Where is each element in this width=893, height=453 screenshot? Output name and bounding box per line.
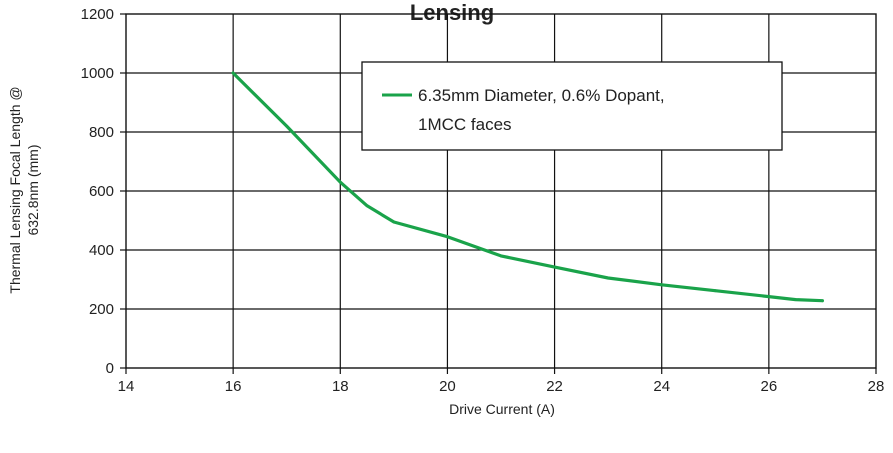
- y-tick-label: 600: [89, 183, 114, 200]
- y-axis-title-line-2: 632.8nm (mm): [25, 144, 41, 235]
- data-point: [231, 71, 235, 75]
- y-tick-label: 1200: [81, 6, 114, 23]
- data-point: [365, 204, 369, 208]
- x-axis-ticks: 14 16 18 20 22 24 26 28: [118, 368, 885, 395]
- y-tick-label: 0: [106, 360, 114, 377]
- data-point: [285, 124, 289, 128]
- x-tick-label: 22: [546, 378, 563, 395]
- y-tick-label: 800: [89, 124, 114, 141]
- data-point: [767, 295, 771, 299]
- series-line: [231, 71, 825, 303]
- data-point: [794, 298, 798, 301]
- legend-label-line-1: 6.35mm Diameter, 0.6% Dopant,: [418, 86, 665, 105]
- x-axis-title: Drive Current (A): [449, 401, 555, 417]
- data-point: [338, 180, 342, 184]
- data-point: [446, 235, 449, 239]
- x-tick-label: 24: [653, 378, 670, 395]
- data-point: [499, 254, 503, 258]
- y-tick-label: 1000: [81, 65, 114, 82]
- data-point: [606, 276, 610, 280]
- x-tick-label: 26: [761, 378, 778, 395]
- y-axis-ticks: 0 200 400 600 800 1000 1200: [81, 6, 126, 377]
- x-tick-label: 16: [225, 378, 242, 395]
- x-tick-label: 20: [439, 378, 456, 395]
- legend: 6.35mm Diameter, 0.6% Dopant, 1MCC faces: [361, 61, 783, 151]
- data-point: [392, 220, 396, 224]
- data-point: [713, 289, 717, 293]
- data-point: [553, 265, 556, 269]
- x-tick-label: 14: [118, 378, 135, 395]
- y-axis-title: Thermal Lensing Focal Length @ 632.8nm (…: [7, 86, 41, 293]
- y-tick-label: 200: [89, 301, 114, 318]
- series: [231, 71, 825, 303]
- x-tick-label: 28: [868, 378, 885, 395]
- legend-box: [361, 61, 783, 151]
- y-tick-label: 400: [89, 242, 114, 259]
- legend-label-line-2: 1MCC faces: [418, 115, 512, 134]
- data-point: [660, 283, 664, 287]
- data-point: [821, 299, 824, 303]
- x-tick-label: 18: [332, 378, 349, 395]
- chart-title: Lensing: [410, 0, 494, 25]
- y-axis-title-line-1: Thermal Lensing Focal Length @: [7, 86, 23, 293]
